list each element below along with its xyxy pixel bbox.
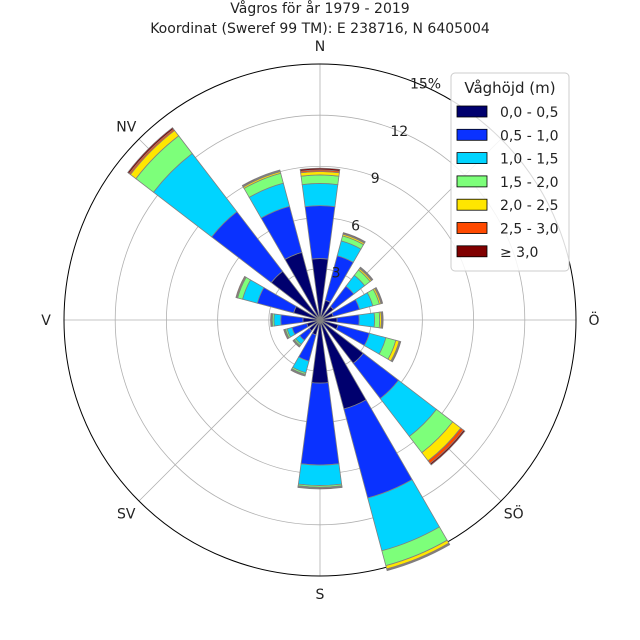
rose-bar-segment: [342, 232, 366, 243]
rose-bars: [127, 127, 466, 572]
rose-bar-segment: [297, 486, 343, 490]
direction-labels: N Ö SÖ S SV V NV: [41, 39, 599, 603]
legend-swatch: [456, 105, 488, 118]
rose-bar-segment: [270, 313, 273, 327]
rose-bar-segment: [386, 543, 451, 572]
grid-spoke: [138, 319, 321, 502]
legend-frame: [450, 72, 570, 272]
legend-label: 2,0 - 2,5: [500, 198, 558, 214]
rose-bar-segment: [241, 169, 281, 187]
rose-bar-segment: [381, 311, 384, 329]
outer-circle: [63, 63, 577, 577]
legend: Våghöjd (m) 0,0 - 0,5 0,5 - 1,0 1,0 - 1,5 1…: [450, 72, 570, 272]
rose-bar-segment: [358, 312, 376, 328]
chart-title: Vågros för år 1979 - 2019: [230, 0, 409, 17]
rose-bar-segment: [373, 311, 381, 329]
radial-tick-label: 15%: [410, 76, 441, 92]
legend-swatch: [456, 222, 488, 234]
legend-title: Våghöjd (m): [464, 79, 555, 97]
rose-bar-segment: [336, 314, 360, 326]
rose-bar-segment: [283, 329, 289, 340]
legend-swatch: [456, 152, 488, 165]
rose-bar-segment: [290, 368, 306, 377]
direction-label: V: [41, 313, 51, 329]
direction-label: S: [316, 587, 325, 603]
rose-bar-segment: [127, 127, 175, 175]
legend-label: 0,0 - 0,5: [500, 105, 558, 121]
rose-bar-segment: [304, 205, 336, 260]
radial-tick-label: 12: [390, 124, 408, 140]
legend-swatch: [456, 198, 488, 211]
legend-swatch: [456, 128, 488, 141]
rose-bar-segment: [391, 340, 402, 363]
direction-label: Ö: [588, 311, 599, 329]
radial-tick-label: 3: [332, 266, 341, 282]
direction-label: SV: [117, 507, 136, 523]
legend-label: 2,5 - 3,0: [500, 222, 558, 238]
legend-swatch: [456, 175, 488, 188]
legend-label: 1,5 - 2,0: [500, 175, 558, 191]
radial-tick-labels: 3 6 9 12 15%: [332, 76, 441, 281]
rose-bar-segment: [374, 287, 384, 304]
legend-swatch: [456, 245, 488, 258]
legend-label: 0,5 - 1,0: [500, 128, 558, 144]
radial-tick-label: 6: [351, 218, 360, 234]
legend-items: 0,0 - 0,5 0,5 - 1,0 1,0 - 1,5 1,5 - 2,0 2,0 …: [456, 105, 558, 261]
legend-label: ≥ 3,0: [500, 245, 538, 261]
direction-label: SÖ: [504, 505, 524, 523]
radial-tick-label: 9: [371, 171, 380, 187]
chart-subtitle: Koordinat (Sweref 99 TM): E 238716, N 64…: [150, 21, 490, 37]
direction-label: NV: [116, 119, 136, 135]
rose-bar-segment: [235, 275, 246, 299]
rose-bar-segment: [301, 183, 339, 208]
rose-bar-segment: [280, 314, 304, 326]
rose-bar-segment: [300, 382, 340, 466]
rose-bar-segment: [297, 463, 343, 486]
legend-label: 1,0 - 1,5: [500, 152, 558, 168]
rose-bar-segment: [292, 339, 301, 348]
rose-bar-segment: [299, 167, 341, 172]
rose-bar-segment: [273, 313, 282, 327]
rose-bar-segment: [429, 429, 466, 466]
direction-label: N: [315, 39, 325, 55]
rose-bar-segment: [300, 174, 340, 186]
rose-bar-segment: [359, 266, 374, 281]
